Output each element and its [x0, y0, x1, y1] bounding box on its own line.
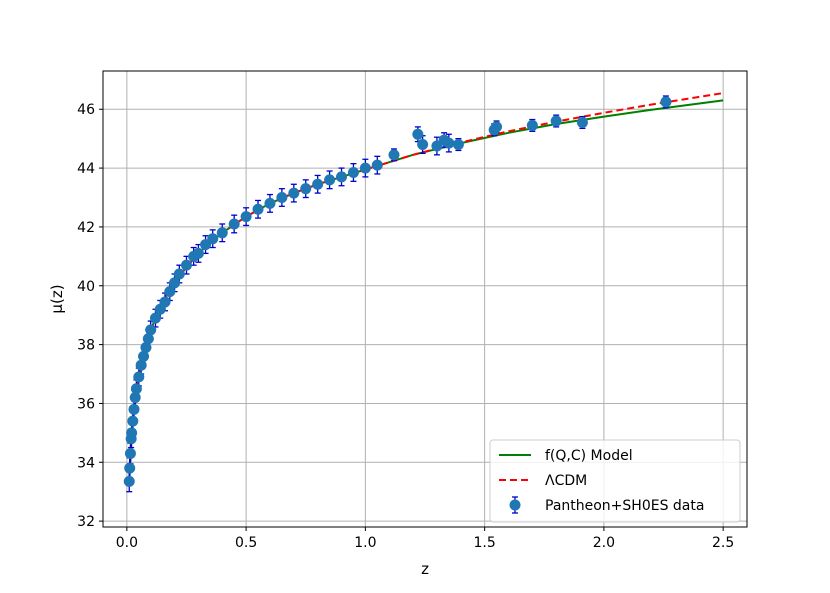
data-point: [124, 447, 136, 459]
x-axis-label: z: [421, 560, 429, 578]
y-tick-label: 36: [77, 396, 95, 412]
plot-frame: [102, 70, 748, 528]
legend-swatch-data: [509, 496, 521, 514]
data-point: [240, 211, 252, 223]
data-point: [371, 159, 383, 171]
x-tick-label: 2.0: [593, 535, 615, 551]
data-point: [216, 227, 228, 239]
data-point: [336, 171, 348, 183]
data-point: [173, 268, 185, 280]
data-point: [149, 312, 161, 324]
x-tick-label: 1.0: [354, 535, 376, 551]
model-line-fqc: [128, 99, 724, 483]
data-point: [347, 166, 359, 178]
data-point: [660, 96, 672, 108]
legend-marker: [509, 499, 521, 511]
y-tick-label: 46: [77, 102, 95, 118]
data-point: [312, 178, 324, 190]
data-point: [133, 371, 145, 383]
y-tick-label: 34: [77, 455, 95, 471]
data-point: [550, 115, 562, 127]
y-axis-label: μ(z): [48, 284, 66, 313]
data-point: [491, 121, 503, 133]
data-point: [324, 174, 336, 186]
grid-lines: [103, 71, 747, 527]
data-point: [180, 259, 192, 271]
model-line-lcdm: [128, 92, 724, 483]
legend-label-model: f(Q,C) Model: [545, 448, 633, 464]
y-tick-label: 44: [77, 161, 95, 177]
data-point: [264, 197, 276, 209]
y-tick-label: 42: [77, 220, 95, 236]
data-point: [412, 128, 424, 140]
data-point: [228, 218, 240, 230]
legend: f(Q,C) Model ΛCDM Pantheon+SH0ES data: [489, 439, 741, 523]
data-point: [169, 277, 181, 289]
data-point: [443, 137, 455, 149]
data-point: [123, 475, 135, 487]
data-point: [300, 183, 312, 195]
y-tick-label: 40: [77, 279, 95, 295]
data-point: [124, 462, 136, 474]
model-lines: [128, 92, 724, 483]
x-tick-label: 0.5: [235, 535, 257, 551]
data-point: [130, 383, 142, 395]
data-point: [452, 139, 464, 151]
data-point: [252, 203, 264, 215]
data-point: [140, 342, 152, 354]
x-tick-label: 0.0: [116, 535, 138, 551]
data-point: [142, 333, 154, 345]
data-point: [576, 116, 588, 128]
data-point: [288, 187, 300, 199]
data-point: [135, 359, 147, 371]
data-point: [127, 415, 139, 427]
data-point: [388, 149, 400, 161]
data-point: [129, 392, 141, 404]
y-axis-ticks: 32 34 36 38 40 42 44 46: [77, 102, 103, 530]
data-point: [526, 119, 538, 131]
x-tick-label: 1.5: [473, 535, 495, 551]
data-point: [276, 192, 288, 204]
data-point: [207, 233, 219, 245]
x-tick-label: 2.5: [712, 535, 734, 551]
y-tick-label: 32: [77, 514, 95, 530]
x-axis-ticks: 0.0 0.5 1.0 1.5 2.0 2.5: [116, 527, 734, 551]
data-point: [192, 247, 204, 259]
legend-label-lcdm: ΛCDM: [545, 473, 587, 489]
data-point: [164, 286, 176, 298]
data-point: [128, 403, 140, 415]
data-point: [159, 296, 171, 308]
data-point: [417, 139, 429, 151]
legend-label-data: Pantheon+SH0ES data: [545, 498, 704, 514]
data-point: [359, 162, 371, 174]
data-point: [126, 427, 138, 439]
y-tick-label: 38: [77, 338, 95, 354]
data-point: [138, 350, 150, 362]
data-point: [145, 324, 157, 336]
legend-box: [489, 439, 741, 523]
data-points: [123, 95, 672, 493]
